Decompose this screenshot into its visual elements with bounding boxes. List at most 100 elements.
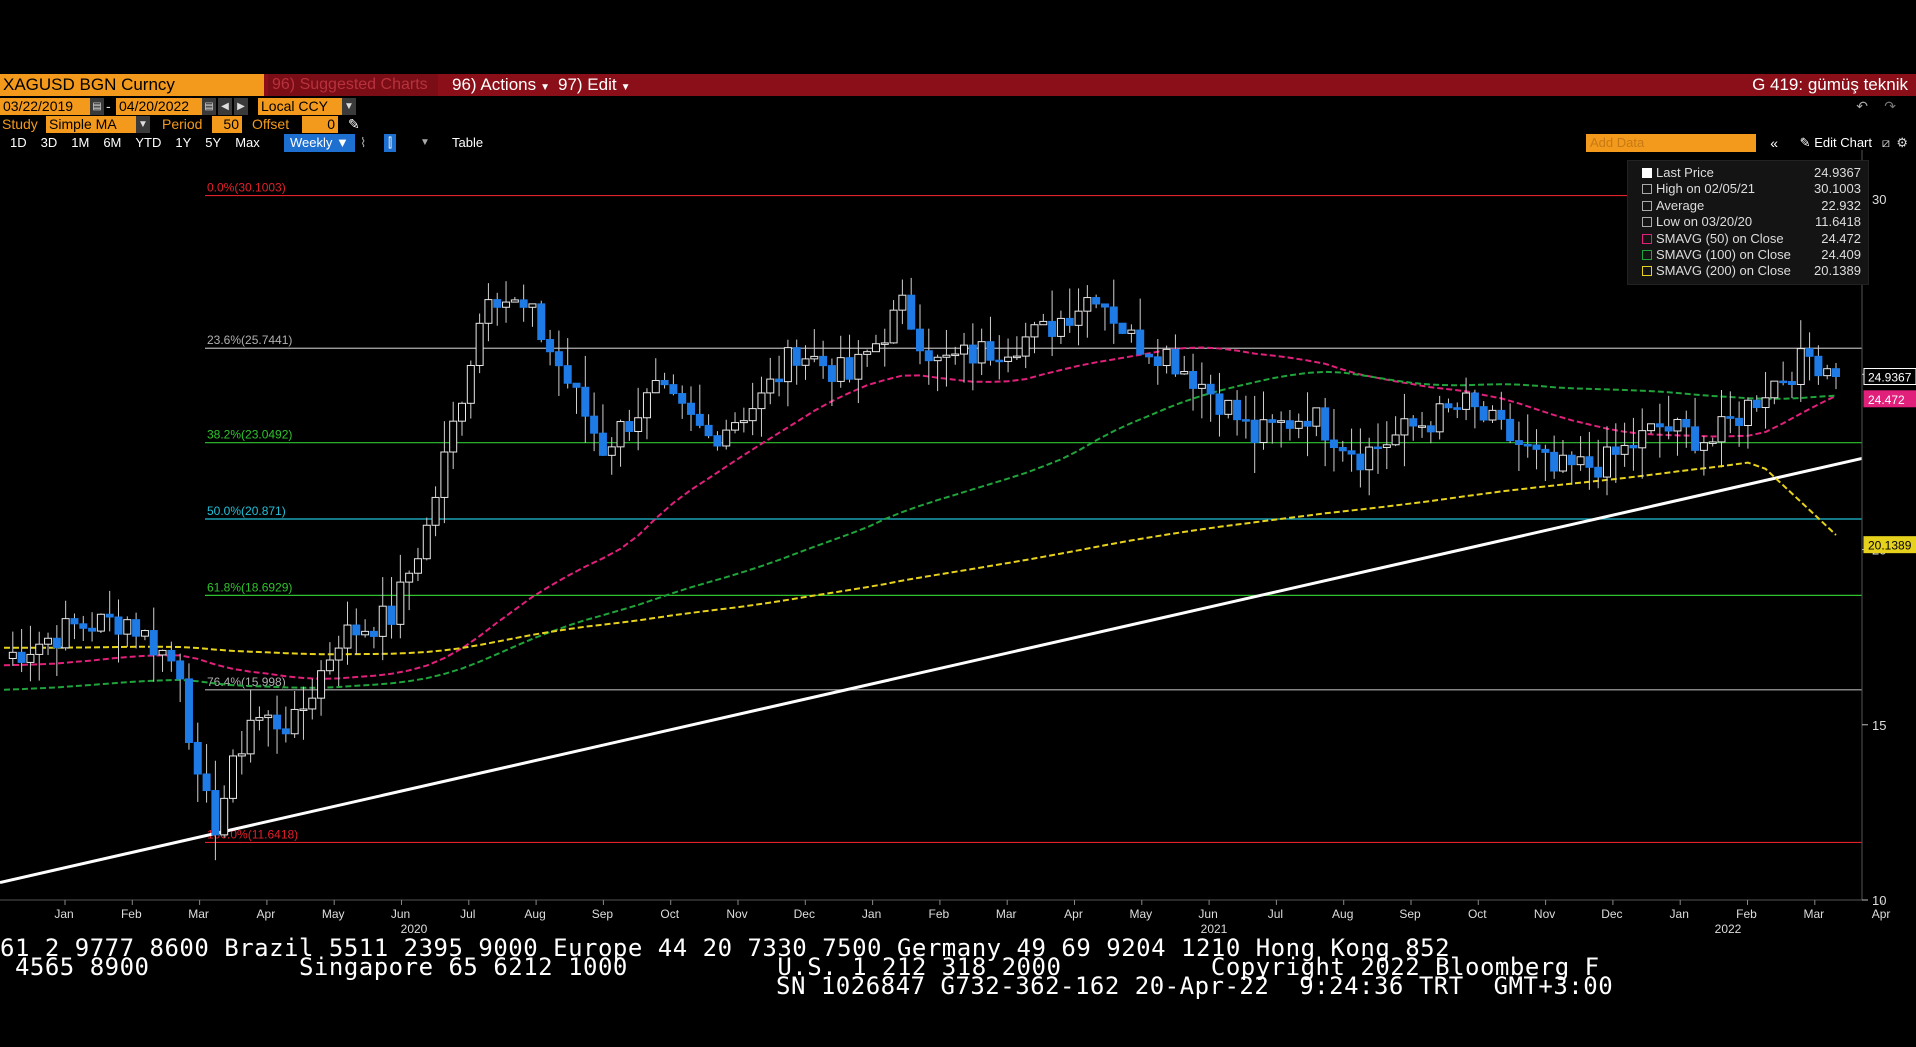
- candle-body: [26, 653, 35, 663]
- sma-200-line: [3, 461, 1837, 656]
- period-field[interactable]: 50: [212, 116, 242, 133]
- undo-icon[interactable]: ↶: [1856, 98, 1868, 114]
- table-button[interactable]: Table: [452, 135, 484, 150]
- moving-averages: [3, 346, 1837, 691]
- range-button[interactable]: 6M: [103, 135, 122, 150]
- candle-body: [1787, 381, 1796, 385]
- legend-value: 24.472: [1821, 230, 1861, 246]
- range-button[interactable]: 1Y: [175, 135, 192, 150]
- candle-body: [1726, 416, 1735, 419]
- add-data-input[interactable]: Add Data: [1586, 134, 1756, 152]
- currency-field[interactable]: Local CCY: [258, 98, 342, 115]
- legend-row[interactable]: SMAVG (200) on Close 20.1389: [1642, 263, 1861, 279]
- footer-line-3: SN 1026847 G732-362-162 20-Apr-22 9:24:3…: [776, 972, 1614, 1000]
- study-field[interactable]: Simple MA: [46, 116, 136, 133]
- legend-row[interactable]: High on 02/05/21 30.1003: [1642, 181, 1861, 197]
- next-period-icon[interactable]: ▶: [234, 98, 248, 115]
- candle-body: [369, 630, 378, 637]
- chevron-down-icon: ▼: [540, 82, 551, 93]
- edit-menu[interactable]: 97) Edit ▼: [552, 74, 637, 96]
- x-tick-label: Oct: [660, 907, 679, 921]
- candle-body: [1391, 434, 1400, 446]
- candle-body: [1567, 454, 1576, 466]
- frequency-dropdown[interactable]: Weekly ▼: [284, 134, 355, 152]
- candle-body: [290, 708, 299, 735]
- legend-row[interactable]: SMAVG (50) on Close 24.472: [1642, 230, 1861, 247]
- legend-swatch: [1642, 168, 1652, 178]
- range-button[interactable]: Max: [235, 135, 260, 150]
- range-button[interactable]: 1D: [10, 135, 27, 150]
- date-separator: -: [106, 98, 111, 114]
- candle-body: [986, 341, 995, 361]
- price-chart[interactable]: 0.0%(30.1003) 23.6%(25.7441) 38.2%(23.0492…: [0, 150, 1916, 960]
- price-label-box: [1863, 536, 1916, 554]
- candle-body: [1241, 419, 1250, 422]
- candle-body: [537, 303, 546, 341]
- edit-icon[interactable]: ⧄: [1881, 135, 1890, 150]
- range-button[interactable]: 5Y: [205, 135, 222, 150]
- candle-body: [907, 294, 916, 330]
- legend-row[interactable]: Last Price 24.9367: [1642, 165, 1861, 181]
- candle-body: [1312, 407, 1321, 427]
- candle-body: [1180, 371, 1189, 375]
- prev-period-icon[interactable]: ◀: [218, 98, 232, 115]
- chevron-down-icon[interactable]: ▼: [136, 116, 150, 133]
- candle-body: [528, 303, 537, 308]
- candle-body: [704, 424, 713, 437]
- candle-body: [792, 347, 801, 366]
- candle-body: [1629, 444, 1638, 449]
- pencil-icon[interactable]: ✎: [348, 116, 360, 132]
- candle-body: [202, 773, 211, 792]
- legend-row[interactable]: SMAVG (100) on Close 24.409: [1642, 247, 1861, 263]
- legend-row[interactable]: Average 22.932: [1642, 198, 1861, 214]
- gear-icon[interactable]: ⚙: [1896, 135, 1908, 150]
- legend-row[interactable]: Low on 03/20/20 11.6418: [1642, 214, 1861, 230]
- collapse-icon[interactable]: «: [1770, 135, 1778, 151]
- candle-body: [748, 408, 757, 422]
- candle-body: [1479, 406, 1488, 421]
- price-label-box: [1863, 390, 1916, 408]
- chevron-down-icon[interactable]: ▼: [342, 98, 356, 115]
- range-button[interactable]: YTD: [135, 135, 162, 150]
- suggested-charts-menu[interactable]: 96) Suggested Charts: [268, 74, 438, 96]
- candle-body: [1647, 423, 1656, 432]
- candle-body: [1462, 392, 1471, 410]
- x-year-label: 2022: [1715, 922, 1742, 936]
- line-chart-icon[interactable]: ⌇: [360, 135, 367, 150]
- edit-chart-button[interactable]: ✎ Edit Chart: [1799, 135, 1872, 150]
- candle-body: [1048, 320, 1057, 337]
- candle-body: [52, 637, 61, 649]
- start-date-field[interactable]: 03/22/2019: [0, 98, 90, 115]
- candle-body: [273, 714, 282, 730]
- x-tick-label: Jun: [391, 907, 410, 921]
- candle-body: [458, 402, 466, 422]
- range-button[interactable]: 1M: [71, 135, 90, 150]
- security-field[interactable]: XAGUSD BGN Curncy: [0, 74, 264, 96]
- candle-body: [466, 364, 475, 404]
- actions-label: 96) Actions: [452, 75, 537, 94]
- candle-body: [1691, 426, 1700, 451]
- actions-menu[interactable]: 96) Actions ▼: [446, 74, 556, 96]
- candle-body: [123, 619, 132, 635]
- candle-body: [1021, 336, 1030, 357]
- candle-body: [1268, 419, 1277, 423]
- edit-label: 97) Edit: [558, 75, 617, 94]
- fibonacci-levels: 0.0%(30.1003) 23.6%(25.7441) 38.2%(23.0492…: [205, 181, 1862, 844]
- end-date-field[interactable]: 04/20/2022: [116, 98, 202, 115]
- candle-body: [35, 643, 44, 655]
- candle-body: [546, 339, 555, 353]
- candle-body: [211, 790, 220, 836]
- calendar-icon[interactable]: ▤: [202, 98, 216, 115]
- chevron-down-icon[interactable]: ▼: [420, 137, 430, 148]
- candle-chart-icon[interactable]: ⫿: [384, 134, 397, 152]
- support-trendline: [0, 456, 1863, 884]
- candle-body: [1409, 418, 1418, 427]
- redo-icon[interactable]: ↷: [1884, 98, 1896, 114]
- offset-field[interactable]: 0: [302, 116, 338, 133]
- legend-value: 24.409: [1821, 247, 1861, 262]
- calendar-icon[interactable]: ▤: [90, 98, 104, 115]
- range-button[interactable]: 3D: [40, 135, 58, 150]
- candle-body: [924, 350, 933, 362]
- fib-level-label: 61.8%(18.6929): [207, 580, 292, 594]
- candle-body: [863, 351, 872, 355]
